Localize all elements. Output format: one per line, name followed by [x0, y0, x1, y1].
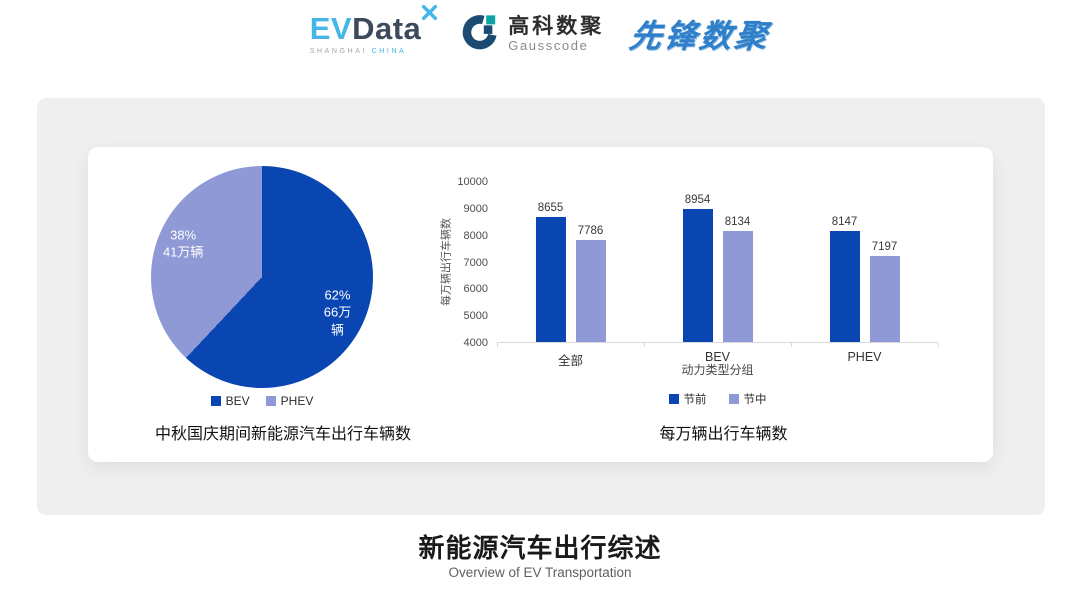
bar-legend: 节前 节中 — [497, 391, 938, 407]
legend-swatch — [265, 396, 276, 406]
y-tick-label: 9000 — [463, 202, 488, 215]
x-axis-tick — [644, 343, 645, 347]
legend-swatch — [728, 394, 739, 404]
pie-chart: 38% 41万辆 62% 66万辆 — [151, 166, 373, 388]
bar-BEV-节前 — [682, 209, 713, 342]
legend-swatch — [210, 396, 221, 406]
pie-section: 38% 41万辆 62% 66万辆 BEV PHEV 中秋国庆期间新能源汽车出行车… — [88, 147, 478, 462]
bar-BEV-节中 — [722, 231, 753, 342]
chart-card: 38% 41万辆 62% 66万辆 BEV PHEV 中秋国庆期间新能源汽车出行车… — [88, 147, 993, 462]
pie-title: 中秋国庆期间新能源汽车出行车辆数 — [154, 426, 411, 443]
gausscode-en-text: Gausscode — [508, 37, 589, 53]
bar-value-label: 7786 — [577, 225, 604, 238]
legend-swatch — [668, 394, 679, 404]
category-label-PHEV: PHEV — [847, 350, 882, 364]
logo-evdata: EV Data SHANGHAI CHINA — [309, 4, 438, 55]
bar-value-label: 8655 — [537, 202, 564, 215]
x-axis-tick — [938, 343, 939, 347]
pie-legend: BEV PHEV — [151, 394, 373, 408]
y-axis-ticks: 4000 5000 6000 7000 8000 9000 10000 — [408, 176, 488, 349]
y-tick-label: 8000 — [463, 229, 488, 242]
gausscode-cn-text: 高科数聚 — [508, 14, 605, 38]
pie-label-bev: 62% 66万辆 — [323, 287, 352, 338]
bar-全部-节前 — [535, 217, 566, 342]
bar-section: 每万辆出行车辆数 4000 5000 6000 7000 8000 9000 10000 8… — [88, 147, 993, 462]
bar-value-label: 8954 — [684, 194, 711, 207]
logo-gausscode: 高科数聚 Gausscode — [461, 13, 604, 56]
bar-PHEV-节中 — [869, 256, 900, 342]
x-axis-tick — [791, 343, 792, 347]
evdata-data-text: Data — [352, 11, 422, 46]
y-tick-label: 7000 — [463, 256, 488, 269]
bar-plot: 8655 7786 全部 8954 8134 BEV 8147 7197 PHEV — [497, 182, 939, 368]
bar-x-axis-label: 动力类型分组 — [681, 363, 754, 377]
legend-item-BEV: BEV — [210, 394, 250, 408]
category-label-全部: 全部 — [557, 354, 583, 368]
header: EV Data SHANGHAI CHINA — [0, 0, 1080, 68]
bar-value-label: 8147 — [831, 215, 858, 228]
y-tick-label: 6000 — [463, 283, 488, 296]
footer-subtitle: Overview of EV Transportation — [448, 565, 632, 580]
evdata-ev-text: EV — [309, 11, 353, 46]
y-tick-label: 10000 — [457, 176, 488, 188]
gausscode-mark-icon — [461, 13, 499, 56]
bar-value-label: 7197 — [871, 241, 898, 254]
logo-pioneer: 先锋数聚 — [627, 18, 773, 54]
evdata-subtitle: SHANGHAI CHINA — [309, 48, 407, 55]
y-tick-label: 4000 — [463, 337, 488, 349]
bar-全部-节中 — [575, 240, 606, 342]
x-axis-tick — [497, 343, 498, 347]
footer-title: 新能源汽车出行综述 — [418, 533, 662, 563]
legend-item-节中: 节中 — [728, 391, 767, 407]
legend-item-PHEV: PHEV — [265, 394, 313, 408]
legend-item-节前: 节前 — [668, 391, 707, 407]
y-tick-label: 5000 — [463, 310, 488, 323]
bar-PHEV-节前 — [829, 230, 860, 342]
bar-title: 每万辆出行车辆数 — [659, 426, 788, 443]
evdata-spark-icon — [422, 4, 438, 24]
pie-label-phev: 38% 41万辆 — [162, 227, 204, 260]
bar-value-label: 8134 — [724, 216, 751, 229]
category-label-BEV: BEV — [704, 350, 730, 364]
